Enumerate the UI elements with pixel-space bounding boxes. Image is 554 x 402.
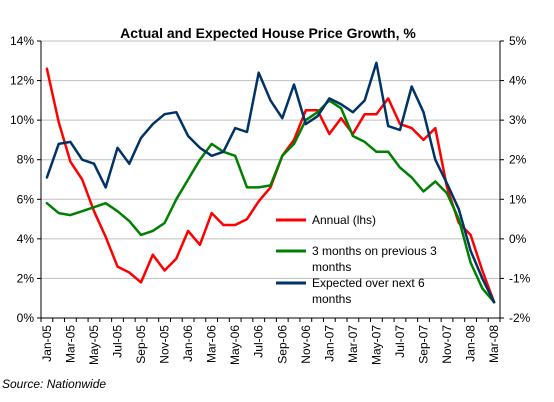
left-tick-label: 8% <box>17 153 35 167</box>
x-tick-label: Jan-08 <box>464 325 478 362</box>
left-tick-label: 14% <box>10 34 34 48</box>
x-tick-label: Mar-05 <box>63 325 77 363</box>
left-tick-label: 12% <box>10 74 34 88</box>
series-line-3-months-on-previous-3-months <box>45 99 496 304</box>
x-tick-label: Nov-07 <box>440 325 454 364</box>
x-tick-label: Sep-06 <box>275 325 289 364</box>
gridlines <box>41 40 500 319</box>
right-tick-label: 2% <box>509 153 527 167</box>
right-tick-label: 4% <box>509 74 527 88</box>
x-tick-label: Jan-07 <box>322 325 336 362</box>
series-lines <box>45 61 496 304</box>
x-tick-label: Jan-05 <box>40 325 54 362</box>
x-tick-label: Sep-05 <box>134 325 148 364</box>
legend-label: Annual (lhs) <box>312 213 376 227</box>
series-line-expected-over-next-6-months <box>45 61 496 304</box>
right-tick-label: -2% <box>509 311 531 325</box>
series-line-annual-lhs <box>45 67 496 304</box>
left-tick-label: 10% <box>10 113 34 127</box>
left-tick-label: 0% <box>17 311 35 325</box>
x-tick-label: Jan-06 <box>181 325 195 362</box>
x-tick-label: Sep-07 <box>417 325 431 364</box>
legend-label: months <box>312 292 351 306</box>
x-tick-label: Mar-07 <box>346 325 360 363</box>
chart-title: Actual and Expected House Price Growth, … <box>120 25 416 41</box>
legend-label: Expected over next 6 <box>312 276 425 290</box>
x-tick-label: May-07 <box>369 325 383 365</box>
left-tick-label: 4% <box>17 232 35 246</box>
right-tick-label: 1% <box>509 192 527 206</box>
left-tick-label: 2% <box>17 271 35 285</box>
legend: Annual (lhs) 3 months on previous 3 months… <box>276 213 437 306</box>
axes <box>37 40 504 322</box>
legend-label: months <box>312 260 351 274</box>
source-note: Source: Nationwide <box>2 377 106 391</box>
x-tick-label: May-06 <box>228 325 242 365</box>
right-tick-label: 3% <box>509 113 527 127</box>
x-tick-label: Mar-06 <box>205 325 219 363</box>
right-tick-label: 0% <box>509 232 527 246</box>
right-tick-label: -1% <box>509 271 531 285</box>
x-tick-label: Mar-08 <box>487 325 501 363</box>
x-tick-label: Nov-06 <box>299 325 313 364</box>
legend-label: 3 months on previous 3 <box>312 244 437 258</box>
x-tick-label: May-05 <box>87 325 101 365</box>
x-tick-label: Nov-05 <box>158 325 172 364</box>
x-tick-label: Jul-05 <box>111 325 125 358</box>
x-tick-label: Jul-07 <box>393 325 407 358</box>
x-tick-label: Jul-06 <box>252 325 266 358</box>
right-tick-label: 5% <box>509 34 527 48</box>
left-tick-label: 6% <box>17 192 35 206</box>
tick-labels: 0% -2% 2% -1% 4% 0% 6% 1% 8% 2% 10% 3% 12% 4% 14% 5% Jan… <box>10 34 531 365</box>
